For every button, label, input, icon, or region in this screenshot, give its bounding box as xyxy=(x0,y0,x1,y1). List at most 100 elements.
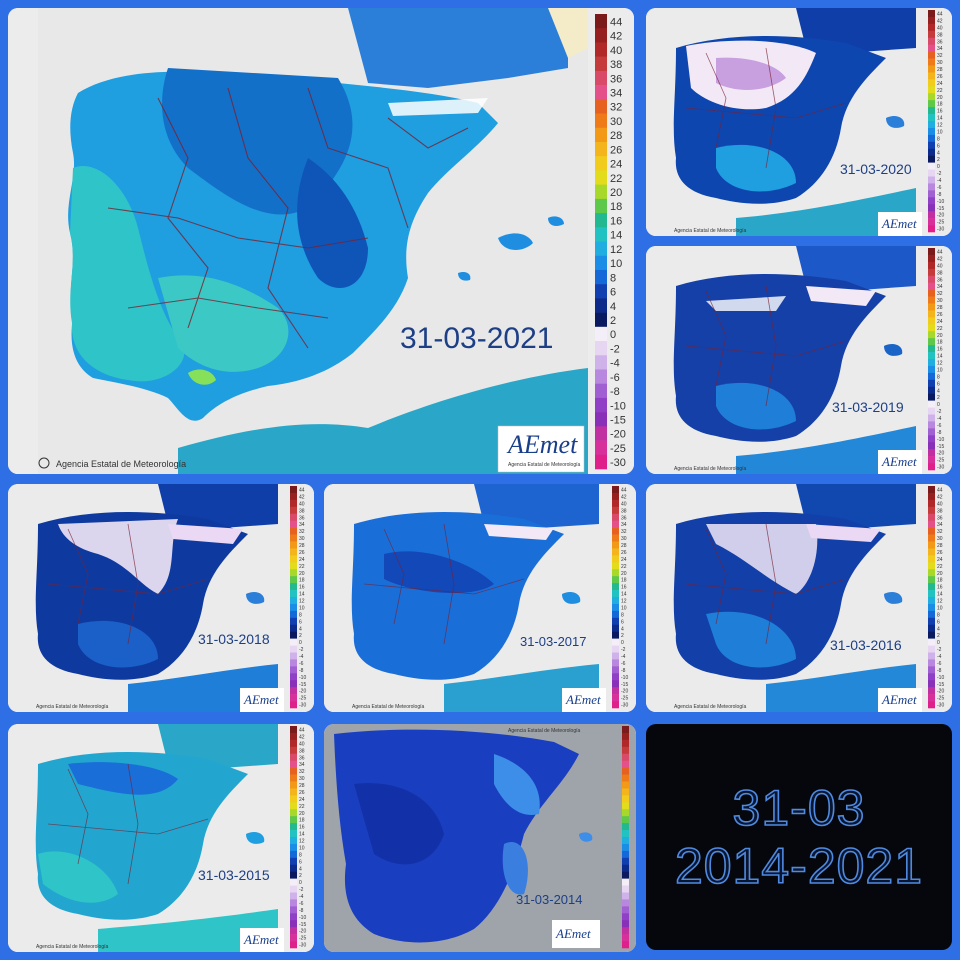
scale-label: -30 xyxy=(937,703,944,709)
scale-swatch xyxy=(928,456,935,464)
scale-swatch xyxy=(928,16,935,25)
scale-label: 44 xyxy=(299,728,305,734)
scale-label: 12 xyxy=(621,599,627,605)
scale-swatch xyxy=(612,527,619,535)
aemet-logo: AEmet xyxy=(555,926,591,941)
scale-label: 18 xyxy=(610,201,622,213)
scale-swatch xyxy=(612,631,619,639)
scale-swatch xyxy=(612,701,619,709)
scale-label: -2 xyxy=(937,171,942,177)
scale-swatch xyxy=(612,562,619,570)
scale-swatch xyxy=(928,296,935,304)
scale-swatch xyxy=(928,597,935,605)
scale-swatch xyxy=(290,843,297,852)
scale-label: 16 xyxy=(621,585,627,591)
scale-swatch xyxy=(928,603,935,612)
scale-swatch xyxy=(928,44,935,52)
scale-label: -4 xyxy=(937,178,942,184)
scale-swatch xyxy=(290,788,297,796)
scale-label: 18 xyxy=(937,340,943,346)
scale-swatch xyxy=(928,303,935,311)
scale-swatch xyxy=(290,583,297,591)
scale-label: -8 xyxy=(299,908,304,914)
scale-swatch xyxy=(290,941,297,949)
scale-swatch xyxy=(290,823,297,831)
scale-label: -10 xyxy=(937,437,944,443)
scale-swatch xyxy=(928,183,935,191)
scale-label: -2 xyxy=(937,647,942,653)
temperature-map-2019: 4442403836343230282624222018161412108642… xyxy=(646,246,952,474)
map-date-label: 31-03-2014 xyxy=(516,892,583,907)
scale-label: 26 xyxy=(621,550,627,556)
scale-swatch xyxy=(290,781,297,789)
temperature-map-2021: 4442403836343230282624222018161412108642… xyxy=(8,8,634,474)
scale-label: 44 xyxy=(937,488,943,494)
scale-swatch xyxy=(928,317,935,325)
scale-swatch xyxy=(928,407,935,415)
map-date-label: 31-03-2015 xyxy=(198,867,270,883)
scale-label: 6 xyxy=(937,619,940,625)
summary-day-month: 31-03 xyxy=(732,779,866,837)
scale-swatch xyxy=(290,774,297,782)
scale-label: 2 xyxy=(299,633,302,639)
scale-swatch xyxy=(928,114,935,122)
scale-label: -6 xyxy=(621,661,626,667)
scale-swatch xyxy=(595,397,607,413)
credit-text: Agencia Estatal de Meteorología xyxy=(674,228,746,234)
credit-text: Agencia Estatal de Meteorología xyxy=(36,944,108,950)
scale-label: 6 xyxy=(299,619,302,625)
scale-swatch xyxy=(928,534,935,542)
scale-label: -4 xyxy=(937,654,942,660)
scale-swatch xyxy=(290,638,297,646)
aemet-logo: AEmet xyxy=(881,454,917,469)
scale-label: 40 xyxy=(621,501,627,507)
scale-swatch xyxy=(290,492,297,501)
scale-label: -2 xyxy=(299,647,304,653)
scale-label: 18 xyxy=(937,102,943,108)
scale-swatch xyxy=(290,687,297,695)
scale-label: 44 xyxy=(299,488,305,494)
scale-swatch xyxy=(595,298,607,313)
scale-label: 8 xyxy=(621,612,624,618)
scale-label: 0 xyxy=(621,640,624,646)
scale-swatch xyxy=(612,603,619,612)
scale-label: -4 xyxy=(299,654,304,660)
scale-label: 16 xyxy=(937,585,943,591)
scale-label: 34 xyxy=(937,522,943,528)
scale-label: 24 xyxy=(621,557,627,563)
scale-swatch xyxy=(928,393,935,401)
map-tile-2017: 44 42 40 38 36 34 32 30 28 26 24 22 20 18 16 14 12 10 8 6 4 2… xyxy=(324,484,636,712)
scale-swatch xyxy=(928,541,935,549)
scale-label: -4 xyxy=(937,416,942,422)
scale-label: 14 xyxy=(937,116,943,122)
scale-label: 6 xyxy=(621,619,624,625)
scale-swatch xyxy=(622,850,629,859)
scale-swatch xyxy=(928,610,935,619)
aemet-logo: AEmet xyxy=(565,692,601,707)
scale-swatch xyxy=(290,767,297,775)
scale-swatch xyxy=(928,666,935,674)
scale-swatch xyxy=(290,597,297,605)
scale-label: 4 xyxy=(299,626,302,632)
scale-swatch xyxy=(290,652,297,660)
scale-label: -4 xyxy=(299,894,304,900)
scale-swatch xyxy=(928,680,935,688)
scale-label: -25 xyxy=(621,696,628,702)
scale-swatch xyxy=(928,555,935,563)
scale-swatch xyxy=(928,190,935,198)
scale-swatch xyxy=(622,732,629,741)
scale-label: 18 xyxy=(299,818,305,824)
credit-text: Agencia Estatal de Meteorología xyxy=(56,459,186,469)
scale-swatch xyxy=(612,624,619,632)
scale-label: -15 xyxy=(937,444,944,450)
scale-label: 34 xyxy=(299,762,305,768)
scale-label: 20 xyxy=(937,571,943,577)
scale-label: 14 xyxy=(610,230,622,242)
scale-swatch xyxy=(612,583,619,591)
scale-swatch xyxy=(290,486,297,494)
scale-label: -25 xyxy=(937,458,944,464)
scale-swatch xyxy=(928,694,935,702)
scale-swatch xyxy=(612,652,619,660)
scale-swatch xyxy=(622,774,629,782)
scale-swatch xyxy=(290,562,297,570)
